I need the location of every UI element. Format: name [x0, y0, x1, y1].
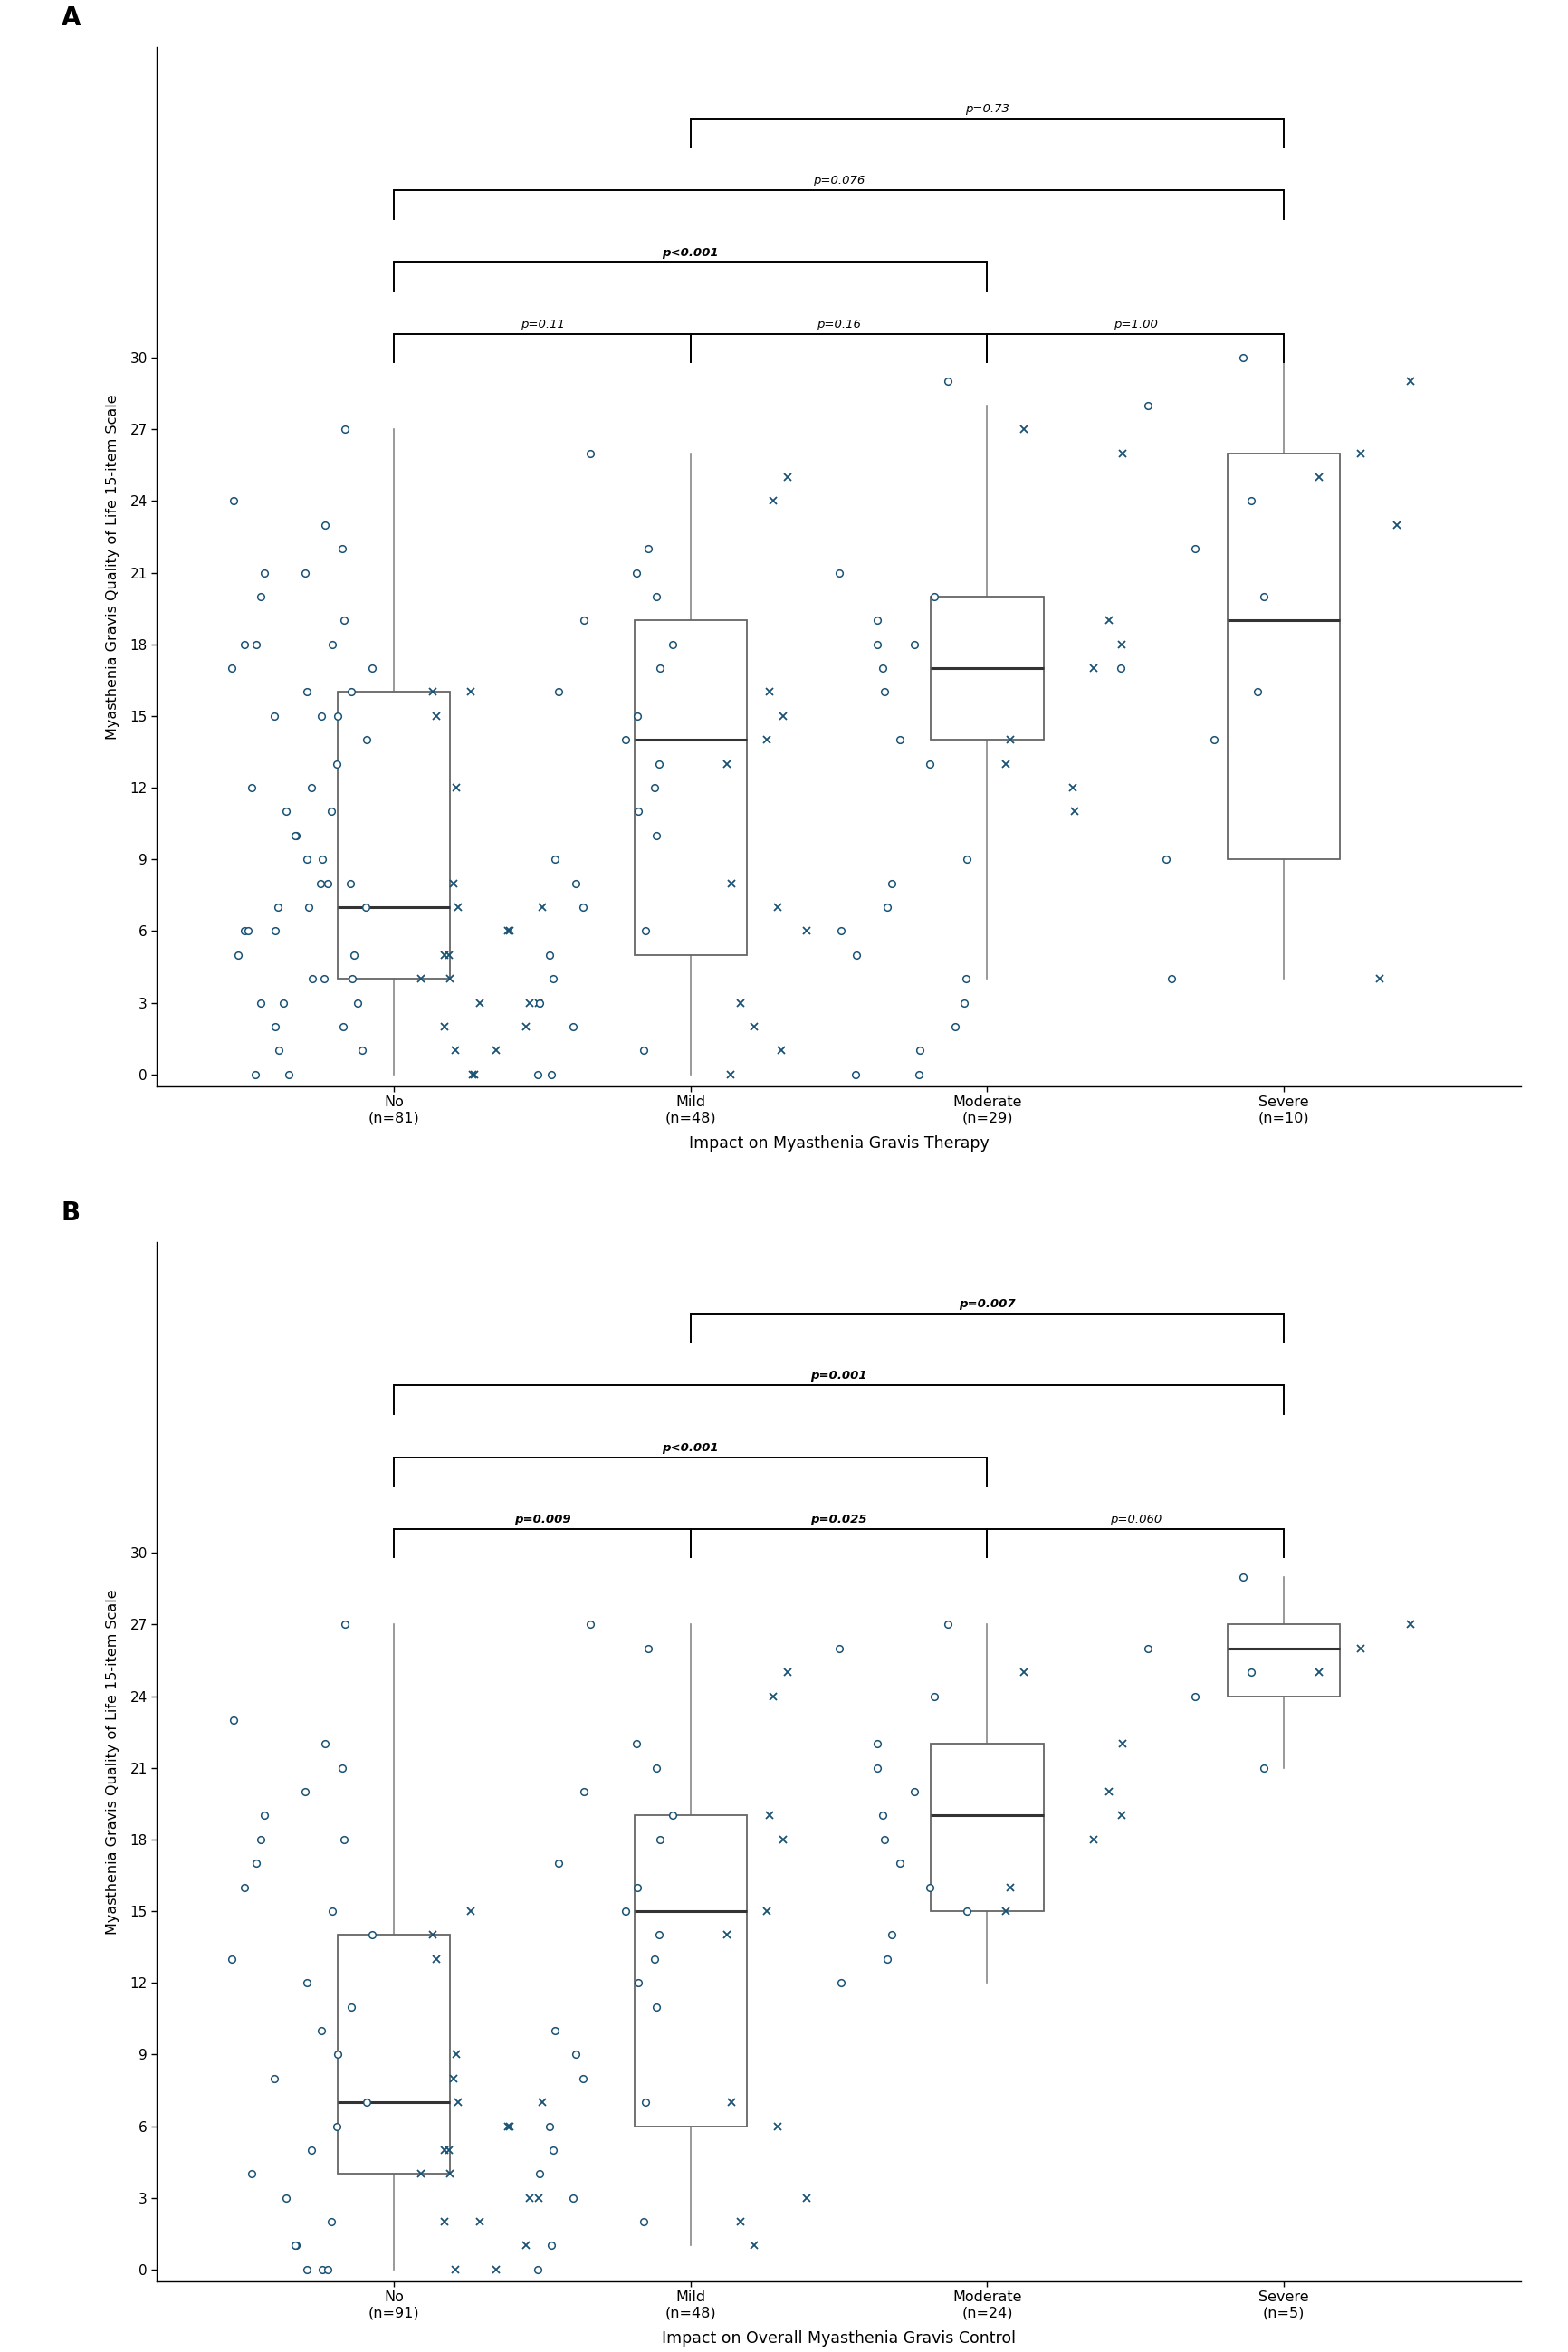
- Y-axis label: Myasthenia Gravis Quality of Life 15-item Scale: Myasthenia Gravis Quality of Life 15-ite…: [107, 1590, 119, 1936]
- Y-axis label: Myasthenia Gravis Quality of Life 15-item Scale: Myasthenia Gravis Quality of Life 15-ite…: [107, 393, 119, 739]
- Bar: [1228, 454, 1341, 858]
- Text: p=0.16: p=0.16: [817, 318, 861, 329]
- Bar: [633, 621, 746, 955]
- Text: B: B: [61, 1200, 80, 1225]
- Text: A: A: [61, 5, 82, 31]
- Text: p=0.076: p=0.076: [812, 174, 866, 186]
- Text: p=0.11: p=0.11: [521, 318, 564, 329]
- Bar: [633, 1816, 746, 2126]
- Bar: [1228, 1625, 1341, 1696]
- Text: p<0.001: p<0.001: [662, 247, 720, 259]
- Bar: [337, 691, 450, 978]
- Text: p=0.060: p=0.060: [1110, 1515, 1162, 1526]
- X-axis label: Impact on Overall Myasthenia Gravis Control: Impact on Overall Myasthenia Gravis Cont…: [662, 2331, 1016, 2347]
- Bar: [337, 1936, 450, 2173]
- Bar: [931, 1743, 1044, 1912]
- Text: p=0.007: p=0.007: [958, 1298, 1016, 1310]
- Text: p=0.001: p=0.001: [811, 1371, 867, 1383]
- Text: p<0.001: p<0.001: [662, 1442, 720, 1454]
- Text: p=0.73: p=0.73: [964, 103, 1010, 115]
- Text: p=0.025: p=0.025: [811, 1515, 867, 1526]
- X-axis label: Impact on Myasthenia Gravis Therapy: Impact on Myasthenia Gravis Therapy: [688, 1136, 989, 1152]
- Text: p=1.00: p=1.00: [1113, 318, 1157, 329]
- Bar: [931, 597, 1044, 741]
- Text: p=0.009: p=0.009: [514, 1515, 571, 1526]
